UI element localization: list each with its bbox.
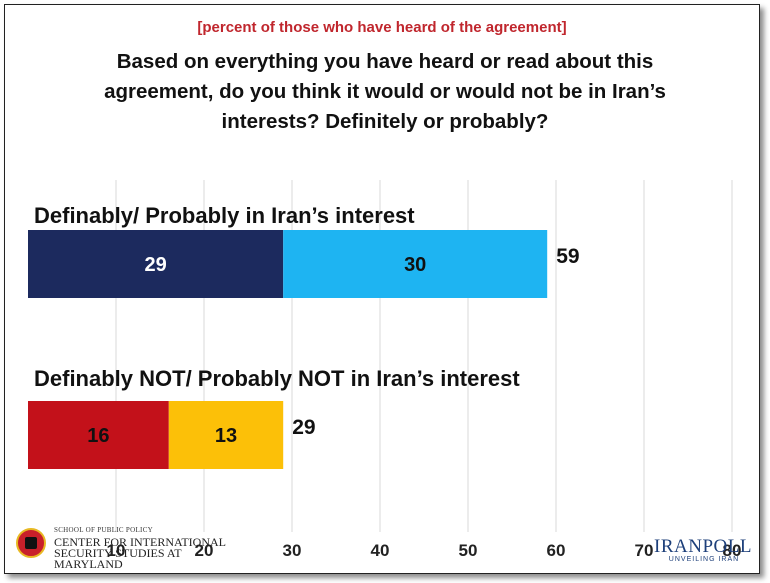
logo-school-text: SCHOOL OF PUBLIC POLICY (54, 526, 154, 534)
x-tick-label: 70 (635, 541, 654, 560)
x-tick-label: 60 (547, 541, 566, 560)
x-tick-label: 20 (195, 541, 214, 560)
bar-value-label: 29 (144, 254, 166, 276)
bar-value-label: 13 (215, 425, 237, 447)
bar-value-label: 30 (404, 254, 426, 276)
chart-title: Based on everything you have heard or re… (104, 50, 666, 133)
x-tick-label: 30 (283, 541, 302, 560)
bar-total-label: 29 (292, 416, 315, 439)
category-label: Definably NOT/ Probably NOT in Iran’s in… (34, 366, 520, 391)
iranpoll-name: IRANPOLL (654, 536, 752, 557)
bar-total-label: 59 (556, 245, 579, 268)
logo-center-text: CENTER FOR INTERNATIONAL SECURITY STUDIE… (54, 535, 242, 571)
bar-segment (283, 230, 548, 298)
bar-segment (168, 401, 284, 469)
bar-segment (28, 230, 284, 298)
bar-segment (28, 401, 169, 469)
x-tick-label: 10 (107, 541, 126, 560)
x-tick-label: 80 (723, 541, 742, 560)
cissm-logo: SCHOOL OF PUBLIC POLICY CENTER FOR INTER… (12, 524, 242, 570)
category-label: Definably/ Probably in Iran’s interest (34, 203, 415, 228)
x-tick-label: 50 (459, 541, 478, 560)
bar-value-label: 16 (87, 425, 109, 447)
x-tick-label: 40 (371, 541, 390, 560)
iranpoll-logo: IRANPOLL UNVEILING IRAN (654, 536, 754, 568)
iranpoll-tagline: UNVEILING IRAN (668, 556, 740, 563)
university-seal-icon (16, 528, 46, 558)
logo-center-line1: CENTER FOR INTERNATIONAL (54, 535, 226, 549)
chart-subtitle: [percent of those who have heard of the … (197, 19, 567, 36)
logo-center-line2: SECURITY STUDIES AT MARYLAND (54, 546, 182, 571)
